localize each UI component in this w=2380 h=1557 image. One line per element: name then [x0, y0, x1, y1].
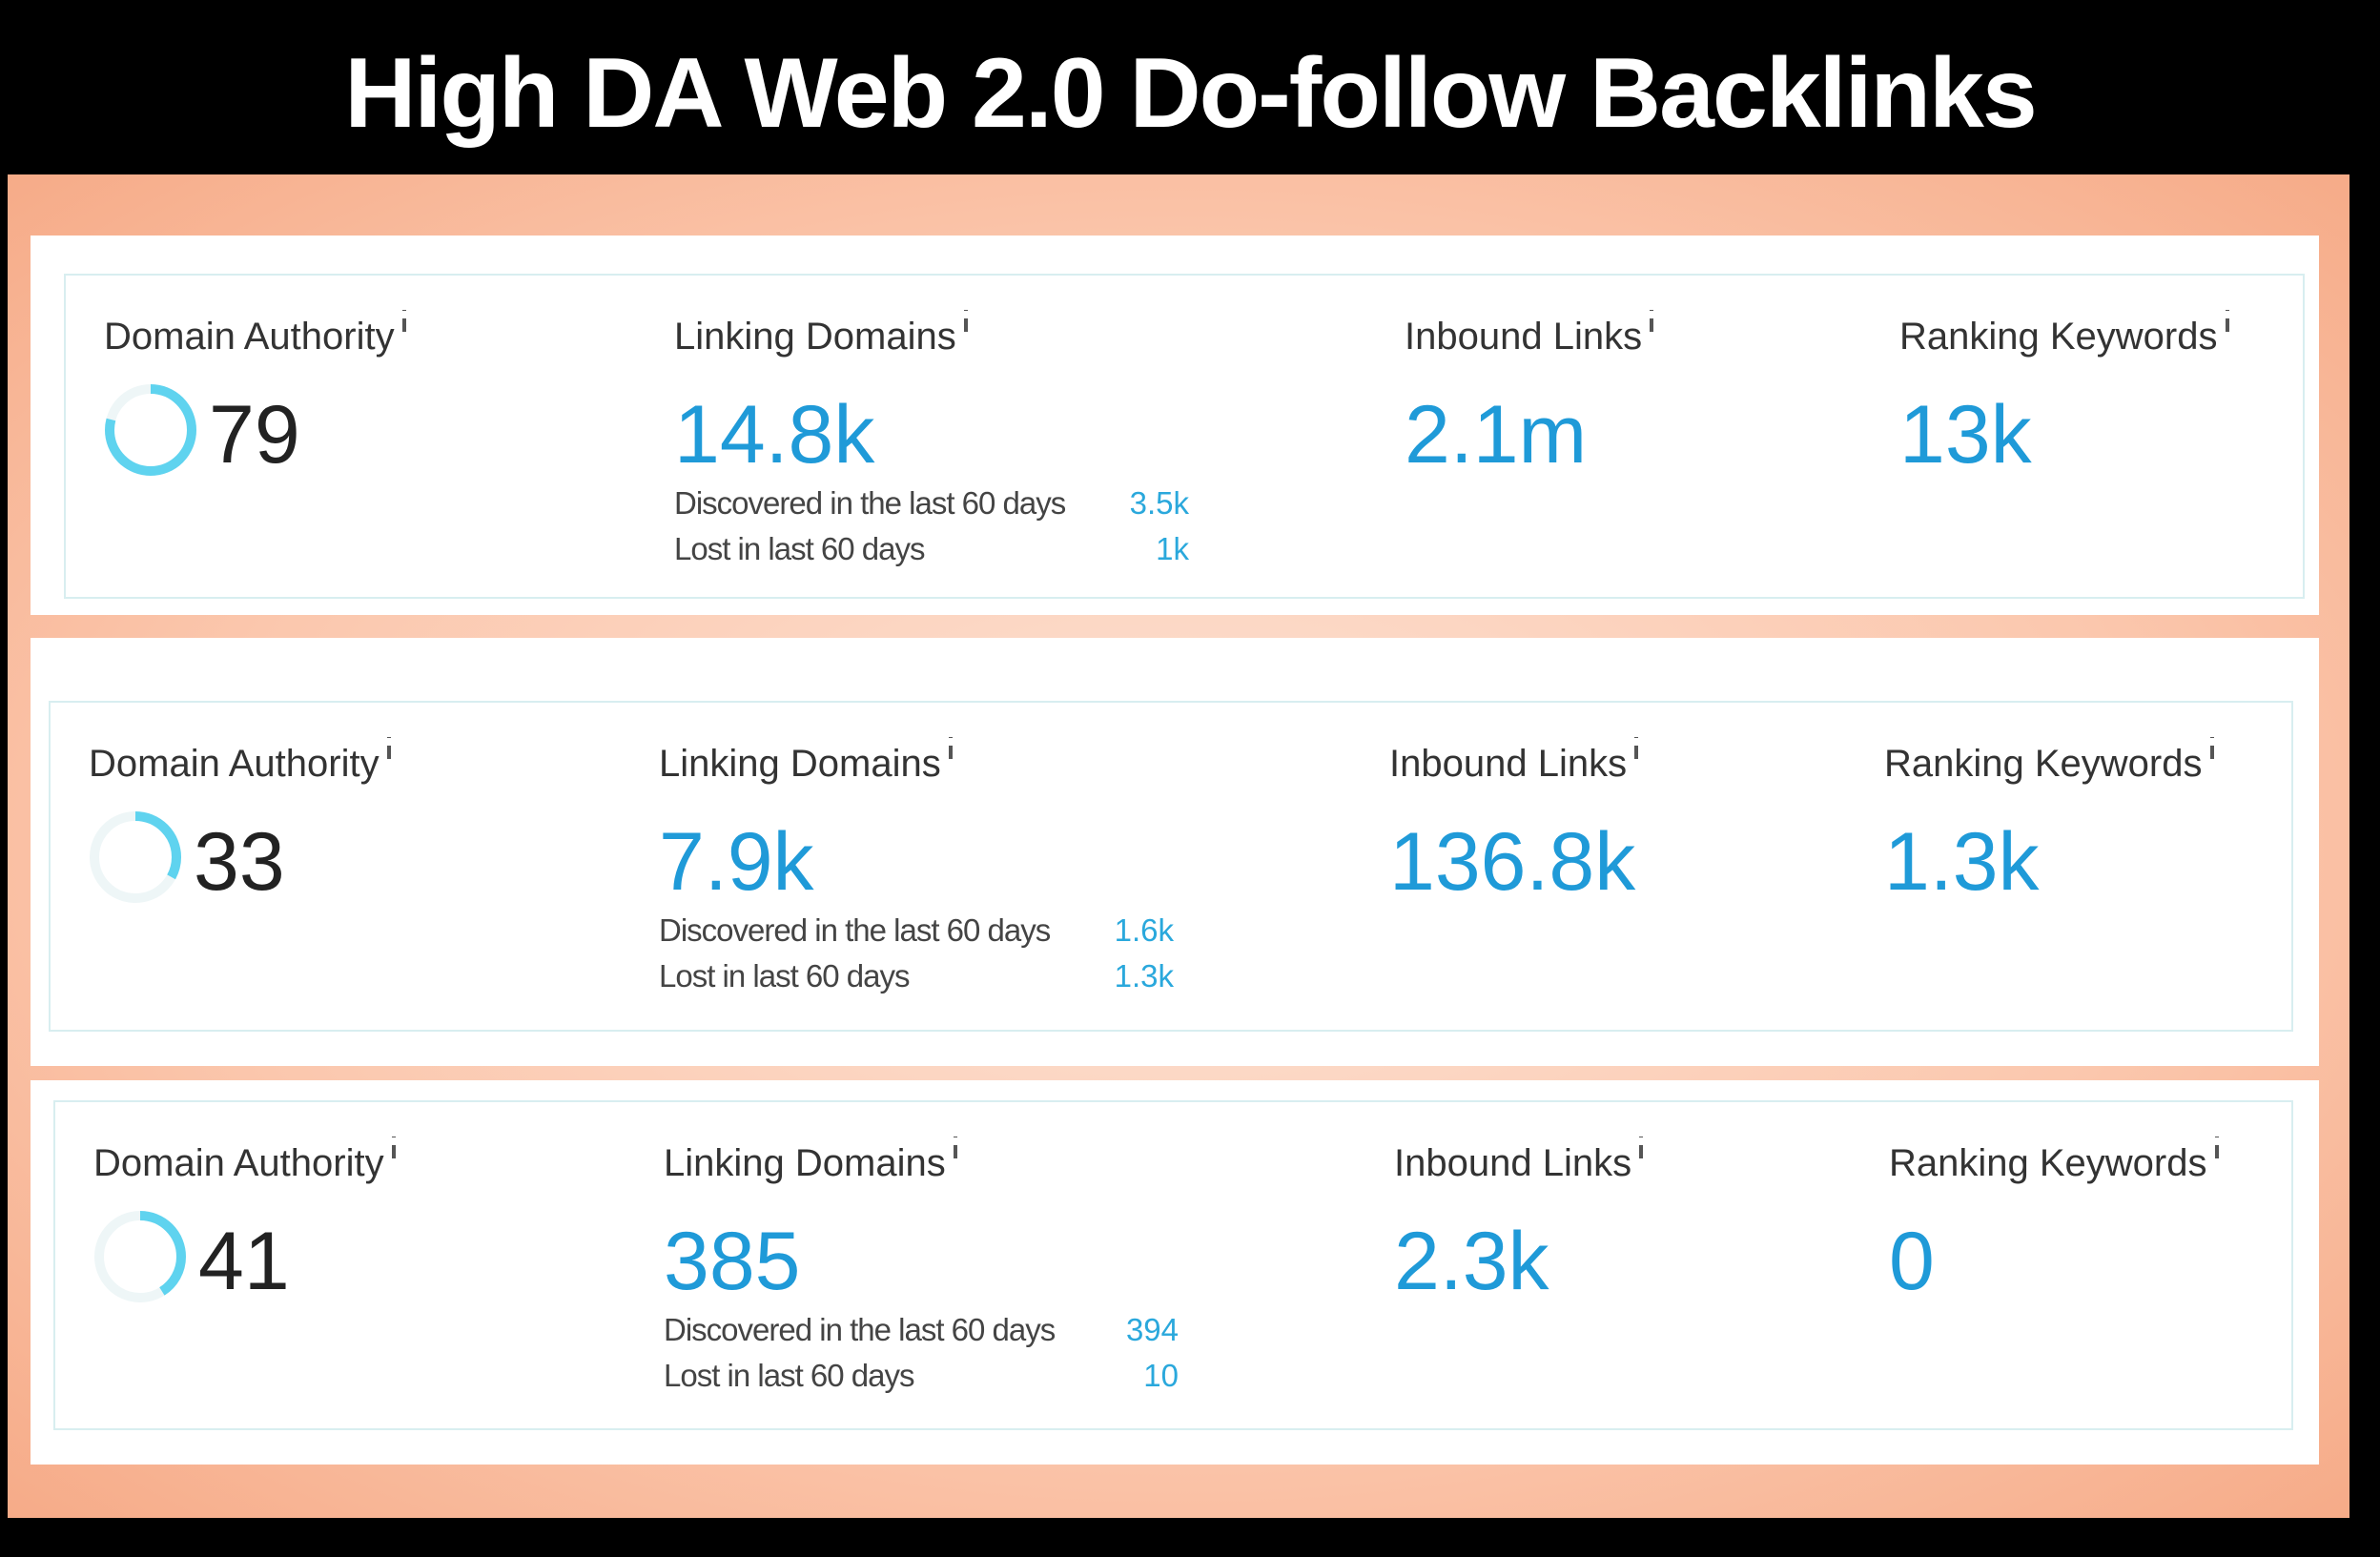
ring-arc	[105, 384, 196, 476]
da-ring	[105, 384, 196, 476]
info-icon	[2209, 745, 2214, 759]
info-icon	[1639, 1144, 1644, 1158]
discovered-label: Discovered in the last 60 days	[664, 1312, 1056, 1347]
label-text: Ranking Keywords	[1899, 316, 2218, 358]
lost-label: Lost in last 60 days	[674, 531, 925, 566]
metric-label: Ranking Keywords	[1889, 1140, 2219, 1186]
label-text: Linking Domains	[659, 743, 941, 785]
metric-value: 14.8k	[674, 389, 875, 481]
da-ring	[94, 1211, 186, 1302]
metric-value: 13k	[1899, 389, 2032, 481]
metric-card: Domain Authority 41 Linking Domains 385 Disc…	[53, 1100, 2293, 1430]
metric-value: 1.3k	[1884, 816, 2040, 908]
label-text: Linking Domains	[664, 1142, 946, 1184]
discovered-value: 1.6k	[1114, 912, 1174, 948]
info-icon	[948, 745, 953, 759]
metric-label: Linking Domains	[659, 741, 953, 787]
metric-label: Domain Authority	[104, 314, 406, 359]
label-text: Inbound Links	[1405, 316, 1643, 358]
metric-value: 2.1m	[1405, 389, 1588, 481]
metric-card: Domain Authority 33 Linking Domains 7.9k Dis…	[49, 701, 2293, 1032]
metric-label: Linking Domains	[664, 1140, 957, 1186]
info-icon	[2225, 318, 2229, 332]
discovered-value: 394	[1125, 1312, 1179, 1347]
metric-label: Domain Authority	[93, 1140, 396, 1186]
info-icon	[953, 1144, 957, 1158]
label-text: Domain Authority	[104, 316, 395, 358]
label-text: Domain Authority	[93, 1142, 384, 1184]
da-value: 33	[194, 816, 285, 908]
info-icon	[386, 745, 391, 759]
metric-label: Ranking Keywords	[1899, 314, 2229, 359]
info-icon	[391, 1144, 396, 1158]
ring-arc	[90, 811, 181, 903]
lost-value: 1.3k	[1114, 958, 1174, 994]
ring-arc	[94, 1211, 186, 1302]
da-value: 41	[198, 1216, 290, 1307]
lost-label: Lost in last 60 days	[664, 1358, 914, 1393]
da-ring	[90, 811, 181, 903]
metric-label: Ranking Keywords	[1884, 741, 2214, 787]
lost-value: 1k	[1156, 531, 1189, 566]
metric-value: 2.3k	[1394, 1216, 1549, 1307]
info-icon	[963, 318, 968, 332]
metric-label: Linking Domains	[674, 314, 968, 359]
lost-label: Lost in last 60 days	[659, 958, 910, 994]
info-icon	[1634, 745, 1639, 759]
lost-value: 10	[1143, 1358, 1179, 1393]
discovered-label: Discovered in the last 60 days	[659, 912, 1051, 948]
title: High DA Web 2.0 Do-follow Backlinks	[344, 38, 2037, 149]
metric-value: 385	[664, 1216, 801, 1307]
da-value: 79	[209, 389, 300, 481]
metric-value: 0	[1889, 1216, 1935, 1307]
info-icon	[2214, 1144, 2219, 1158]
info-icon	[401, 318, 406, 332]
metric-value: 7.9k	[659, 816, 814, 908]
metric-label: Inbound Links	[1405, 314, 1654, 359]
discovered-value: 3.5k	[1129, 485, 1189, 521]
label-text: Ranking Keywords	[1884, 743, 2203, 785]
discovered-label: Discovered in the last 60 days	[674, 485, 1066, 521]
metric-label: Inbound Links	[1389, 741, 1639, 787]
metric-label: Inbound Links	[1394, 1140, 1644, 1186]
label-text: Ranking Keywords	[1889, 1142, 2207, 1184]
metric-value: 136.8k	[1389, 816, 1636, 908]
label-text: Inbound Links	[1389, 743, 1628, 785]
label-text: Linking Domains	[674, 316, 956, 358]
info-icon	[1650, 318, 1654, 332]
metric-card: Domain Authority 79 Linking Domains 14.8k Di…	[64, 274, 2305, 599]
metric-label: Domain Authority	[89, 741, 391, 787]
label-text: Domain Authority	[89, 743, 380, 785]
label-text: Inbound Links	[1394, 1142, 1632, 1184]
